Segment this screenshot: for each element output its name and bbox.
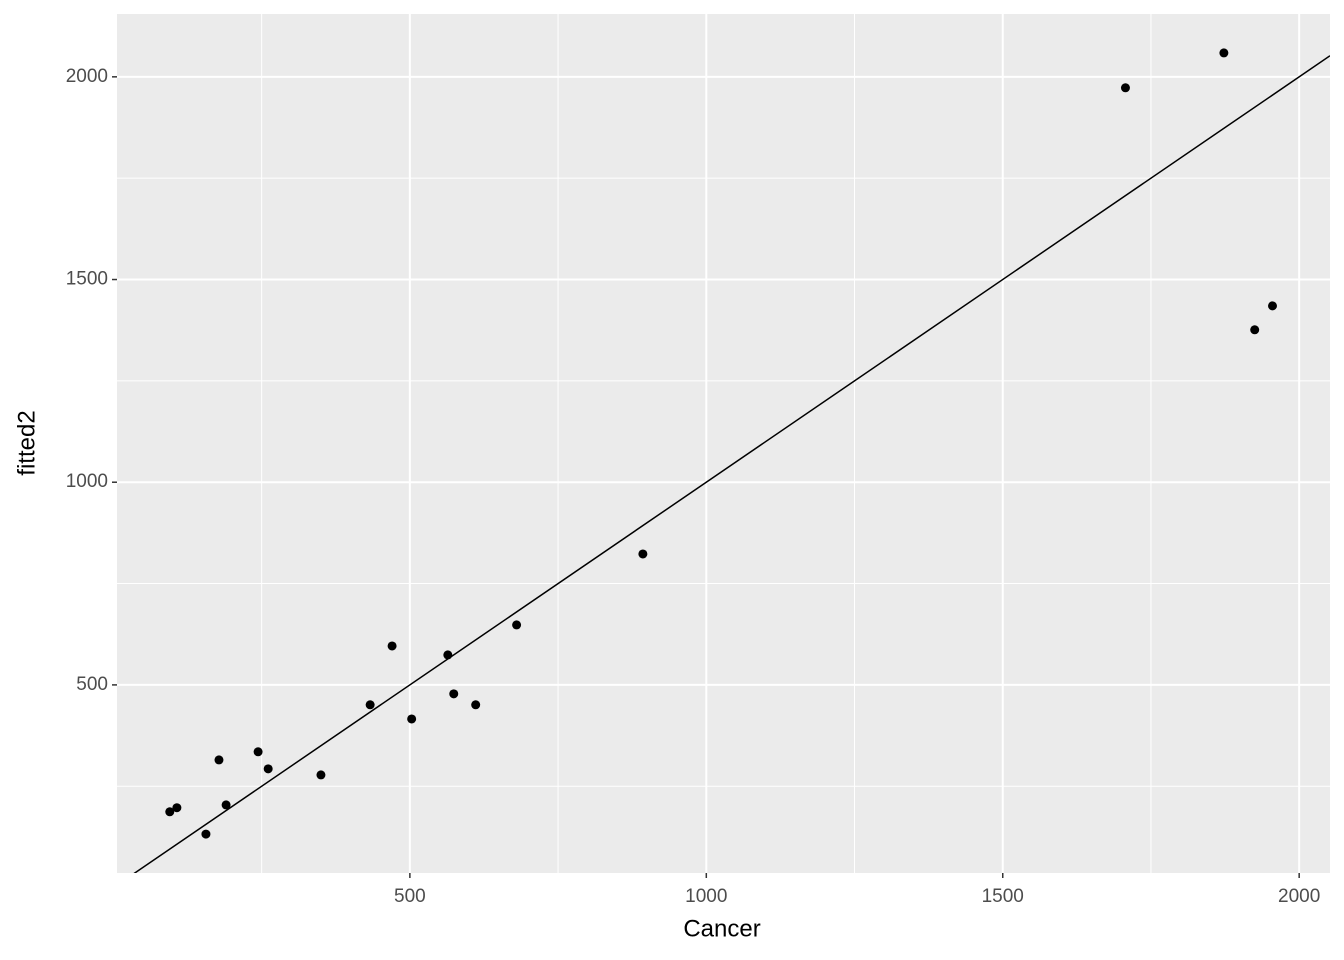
reference-line (133, 55, 1330, 873)
x-tick-label: 500 (394, 886, 426, 907)
y-tick-label: 1000 (66, 471, 108, 492)
y-axis-title: fitted2 (13, 410, 40, 475)
point (471, 700, 481, 710)
y-tick-label: 2000 (66, 66, 108, 87)
point (316, 770, 326, 780)
point (221, 800, 231, 810)
point (512, 620, 522, 630)
point (253, 747, 263, 757)
point (638, 549, 648, 559)
y-tick-label: 1500 (66, 269, 108, 290)
point (1120, 83, 1130, 93)
x-axis-title: Cancer (683, 915, 760, 942)
panel-background (117, 14, 1330, 873)
y-tick-label: 500 (76, 674, 108, 695)
point (1219, 48, 1229, 58)
x-tick-label: 1000 (685, 886, 727, 907)
point (263, 764, 273, 774)
x-tick-label: 1500 (982, 886, 1024, 907)
point (387, 641, 397, 651)
point (407, 714, 417, 724)
point (365, 700, 375, 710)
x-tick-label: 2000 (1278, 886, 1320, 907)
point (214, 755, 224, 765)
point (201, 829, 211, 839)
point (1267, 301, 1277, 311)
point (165, 807, 175, 817)
point (172, 803, 182, 813)
point (449, 689, 459, 699)
point (1250, 325, 1260, 335)
